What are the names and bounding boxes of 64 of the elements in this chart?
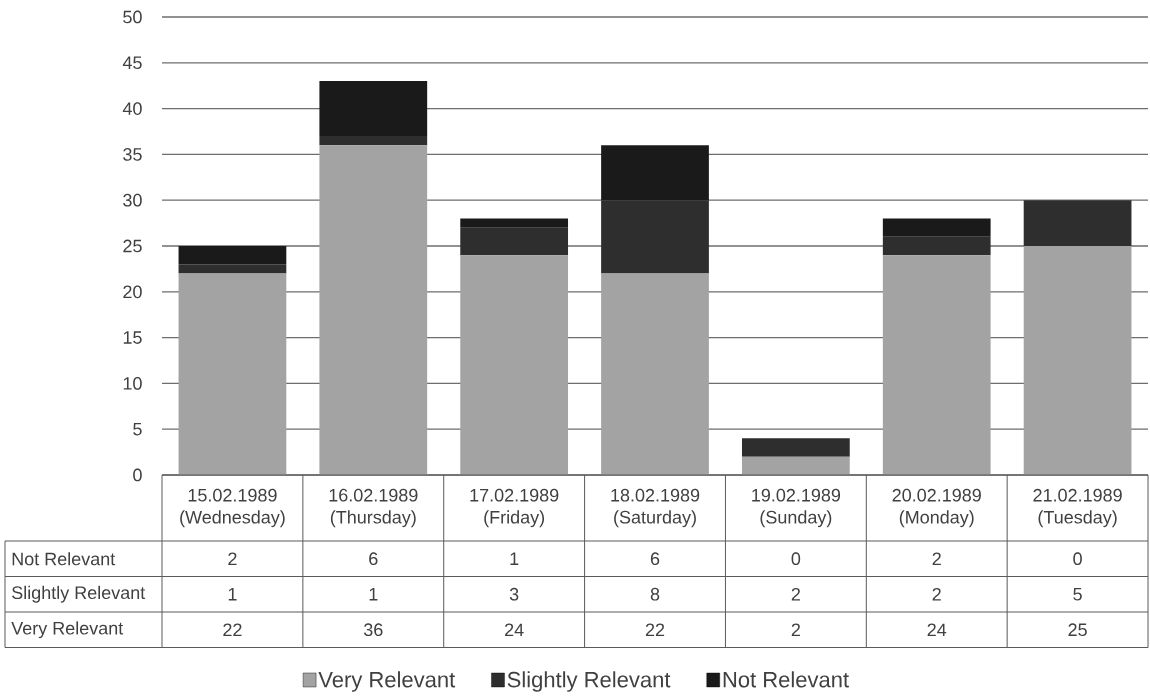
text: Very Relevant: [11, 621, 124, 639]
bar: [741, 456, 850, 475]
y-tick-label: 25: [123, 239, 142, 253]
x-tick-label: 20.02.1989 (Monday): [892, 488, 981, 528]
y-tick-label: 15: [123, 331, 142, 344]
data-label: 25: [1068, 623, 1087, 637]
data-label: 24: [927, 623, 947, 637]
data-label: 1: [369, 588, 378, 601]
data-label: 3: [509, 587, 519, 601]
data-label: 0: [791, 552, 801, 566]
y-tick-label: 0: [133, 468, 142, 482]
y-tick-label: 5: [133, 422, 142, 436]
bar: [460, 227, 569, 256]
bar: [319, 136, 428, 146]
data-label: 2: [932, 587, 941, 601]
data-label: 8: [650, 587, 660, 601]
data-label: 36: [363, 623, 383, 637]
x-tick-label: 15.02.1989 (Wednesday): [180, 488, 285, 528]
data-label: 2: [791, 623, 800, 637]
bar: [178, 264, 287, 274]
bar: [319, 81, 428, 137]
bar: [601, 273, 709, 475]
y-tick-label: 30: [123, 193, 142, 207]
bar: [1023, 200, 1132, 246]
y-tick-label: 45: [122, 56, 142, 70]
legend-label: Not Relevant: [723, 671, 849, 688]
data-label: 0: [1073, 552, 1082, 566]
bar: [882, 218, 991, 237]
bar: [601, 145, 709, 201]
y-tick-label: 40: [122, 102, 142, 115]
bar: [460, 255, 569, 475]
x-tick-label: 17.02.1989 (Friday): [470, 488, 559, 528]
data-label: 22: [645, 623, 665, 637]
y-tick-label: 35: [123, 148, 142, 161]
bar: [741, 438, 850, 457]
bar: [460, 218, 569, 228]
bar: [601, 200, 709, 274]
data-label: 24: [505, 623, 524, 637]
y-tick-label: 50: [123, 10, 142, 24]
legend-label: Slightly Relevant: [507, 671, 671, 692]
data-label: 22: [223, 623, 242, 637]
data-label: 2: [791, 587, 800, 601]
data-label: 2: [228, 552, 237, 566]
bar: [178, 273, 287, 475]
x-tick-label: 18.02.1989 (Saturday): [611, 488, 700, 528]
text: Not Relevant: [12, 552, 116, 566]
bar: [882, 236, 991, 256]
x-tick-label: 21.02.1989 (Tuesday): [1033, 488, 1122, 528]
data-label: 1: [510, 552, 519, 565]
legend-label: Very Relevant: [318, 671, 456, 692]
bar: [319, 145, 428, 475]
y-tick-label: 20: [123, 285, 142, 299]
y-tick-label: 10: [123, 377, 142, 390]
data-label: 5: [1073, 587, 1082, 601]
bar: [178, 246, 287, 265]
data-label: 2: [932, 552, 941, 566]
data-label: 1: [228, 588, 237, 601]
bar: [1023, 246, 1132, 475]
data-label: 6: [650, 552, 660, 566]
x-tick-label: 16.02.1989 (Thursday): [329, 488, 418, 528]
text: Slightly Relevant: [12, 585, 146, 603]
bar: [882, 255, 991, 475]
data-label: 6: [369, 552, 378, 566]
x-tick-label: 19.02.1989 (Sunday): [752, 488, 841, 528]
